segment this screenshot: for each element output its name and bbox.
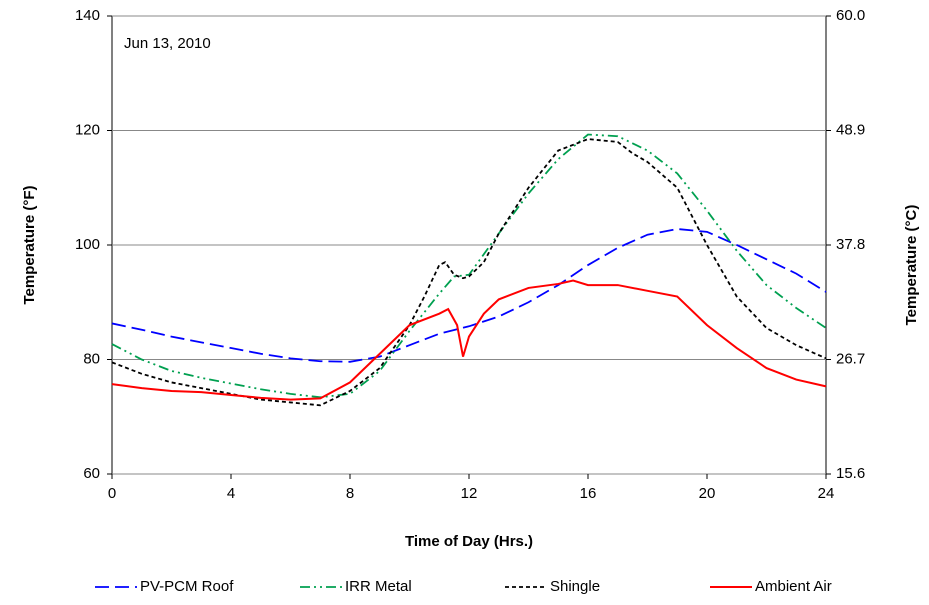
x-tick-label: 12 xyxy=(461,485,478,502)
x-tick-label: 16 xyxy=(580,485,597,502)
x-tick-label: 4 xyxy=(227,485,235,502)
x-tick-label: 24 xyxy=(818,485,835,502)
legend-label: PV-PCM Roof xyxy=(140,578,234,595)
x-tick-label: 0 xyxy=(108,485,116,502)
y2-tick-label: 15.6 xyxy=(836,465,865,482)
y-tick-label: 60 xyxy=(83,465,100,482)
y2-tick-label: 26.7 xyxy=(836,350,865,367)
x-tick-label: 8 xyxy=(346,485,354,502)
annotation: Jun 13, 2010 xyxy=(124,35,211,52)
series-line xyxy=(111,138,827,407)
series-line xyxy=(111,279,827,401)
y2-tick-label: 60.0 xyxy=(836,7,865,24)
x-tick-label: 20 xyxy=(699,485,716,502)
y-tick-label: 140 xyxy=(75,7,100,24)
y2-tick-label: 37.8 xyxy=(836,236,865,253)
y-axis-title: Temperature (°F) xyxy=(21,185,38,304)
legend-label: IRR Metal xyxy=(345,578,412,595)
series-line xyxy=(111,228,827,363)
y-tick-label: 100 xyxy=(75,236,100,253)
y2-axis-title: Temperature (°C) xyxy=(903,205,920,326)
legend-label: Shingle xyxy=(550,578,600,595)
y2-tick-label: 48.9 xyxy=(836,121,865,138)
series-line xyxy=(111,133,827,399)
legend-label: Ambient Air xyxy=(755,578,832,595)
x-axis-title: Time of Day (Hrs.) xyxy=(405,533,533,550)
y-tick-label: 120 xyxy=(75,121,100,138)
y-tick-label: 80 xyxy=(83,350,100,367)
